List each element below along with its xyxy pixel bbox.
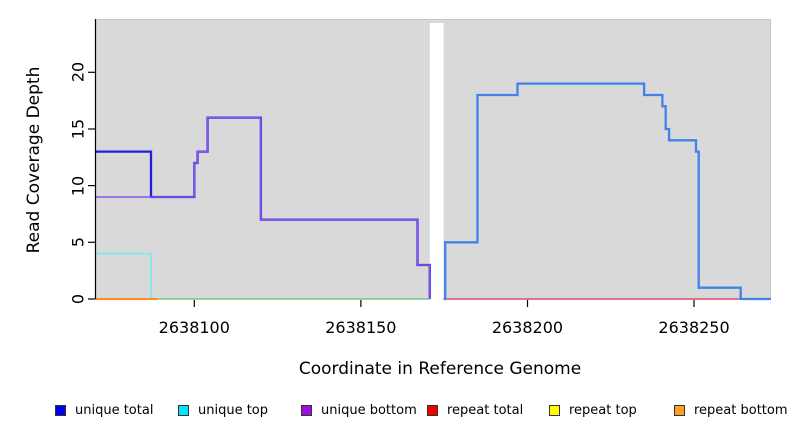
- y-tick-label-0: 0: [68, 293, 88, 305]
- y-axis-title: Read Coverage Depth: [24, 66, 44, 254]
- x-tick-label-2638250: 2638250: [658, 318, 730, 337]
- y-tick-label-15: 15: [68, 118, 88, 140]
- x-tick-label-2638150: 2638150: [325, 318, 397, 337]
- unique-total-left-line: [96, 116, 431, 299]
- x-tick-label-2638100: 2638100: [158, 318, 230, 337]
- x-axis-title: Coordinate in Reference Genome: [298, 359, 582, 379]
- y-tick-label-10: 10: [68, 175, 88, 196]
- x-tick-label-2638200: 2638200: [491, 318, 564, 337]
- y-tick-label-20: 20: [68, 62, 88, 83]
- y-tick-label-5: 5: [68, 237, 88, 248]
- unique-top-left-line: [96, 252, 152, 299]
- no-data-gap-rect: [429, 23, 444, 299]
- unique-total-right-line: [443, 82, 771, 301]
- unique-bottom-left-line: [96, 116, 431, 299]
